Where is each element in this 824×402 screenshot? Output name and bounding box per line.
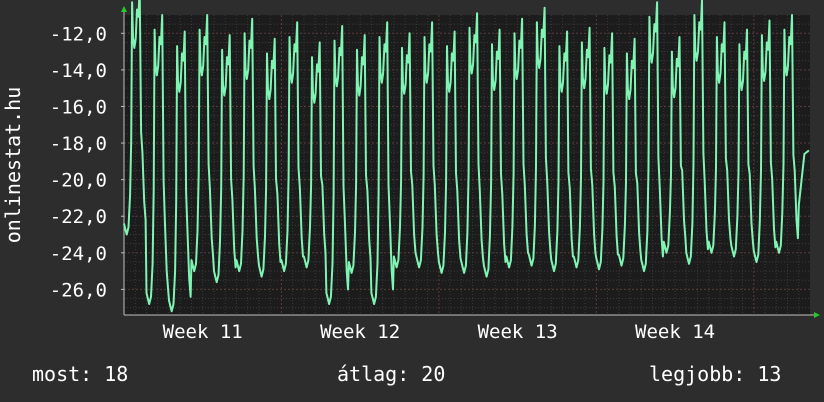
- y-tick-labels: -12,0 -14,0 -16,0 -18,0 -20,0 -22,0 -24,0 -26,0: [50, 23, 124, 301]
- x-tick-label: Week 12: [320, 321, 400, 343]
- series-group: [123, 0, 810, 313]
- x-tick-label: Week 11: [163, 321, 243, 343]
- x-tick-labels: Week 11 Week 12 Week 13 Week 14: [163, 321, 715, 343]
- y-tick-label: -16,0: [50, 96, 107, 118]
- current-value-label: most: 18: [32, 362, 129, 386]
- y-axis-label: onlinestat.hu: [1, 87, 25, 244]
- y-tick-label: -22,0: [50, 206, 107, 228]
- y-tick-label: -18,0: [50, 133, 107, 155]
- best-value-label: legjobb: 13: [649, 362, 782, 386]
- y-tick-label: -26,0: [50, 279, 107, 301]
- x-axis-arrow: [814, 312, 820, 318]
- series-line: [123, 0, 810, 313]
- y-tick-label: -12,0: [50, 23, 107, 45]
- y-axis-arrow: [121, 6, 127, 12]
- average-value-label: átlag: 20: [337, 362, 446, 386]
- axes: [121, 6, 820, 318]
- x-tick-label: Week 13: [478, 321, 558, 343]
- y-tick-label: -20,0: [50, 170, 107, 192]
- y-tick-label: -24,0: [50, 243, 107, 265]
- x-tick-label: Week 14: [635, 321, 715, 343]
- y-tick-label: -14,0: [50, 60, 107, 82]
